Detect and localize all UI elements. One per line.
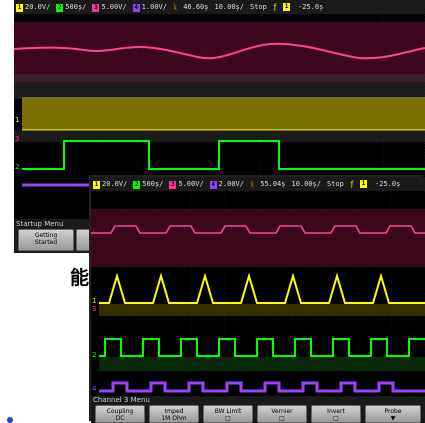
time-per-div: 10.00ș/ bbox=[214, 3, 244, 11]
time-position: 55.04ș bbox=[260, 180, 286, 188]
ch1-marker: 1 bbox=[92, 297, 96, 305]
trigger-source-badge: 1 bbox=[360, 180, 368, 188]
trigger-icon: ʯ bbox=[249, 180, 255, 188]
trigger-edge-icon: ƒ bbox=[349, 180, 355, 188]
run-state: Stop bbox=[327, 180, 344, 188]
ch4-marker: 4 bbox=[92, 385, 97, 393]
ch4-badge: 4 bbox=[132, 3, 140, 12]
ch1-scale-value: 20.0V/ bbox=[102, 179, 128, 188]
softkey-label-top: Invert bbox=[327, 408, 345, 415]
ch3-badge: 3 bbox=[92, 3, 100, 12]
softkey-label-top: Getting bbox=[34, 232, 58, 239]
waveform-display: 1 3 2 4 bbox=[91, 191, 425, 396]
ch1-badge: 1 bbox=[16, 3, 23, 12]
ch3-marker: 3 bbox=[15, 135, 19, 143]
coupling-softkey[interactable]: Coupling DC bbox=[95, 405, 145, 423]
ch4-trace bbox=[99, 381, 425, 393]
checkbox-icon: □ bbox=[333, 415, 339, 422]
menu-title: Startup Menu bbox=[16, 220, 64, 228]
ch1-scale: 1 20.0V/ bbox=[16, 3, 50, 12]
softkey-label-bottom: Started bbox=[34, 239, 58, 246]
softkey-label-top: Imped bbox=[164, 408, 184, 415]
ch3-scale: 3 5.00V/ bbox=[169, 179, 204, 189]
ch2-scale-value: 500ș/ bbox=[142, 179, 164, 188]
time-position: 46.60ș bbox=[183, 3, 209, 11]
ch1-scale: 1 20.0V/ bbox=[93, 180, 127, 189]
ch2-marker: 2 bbox=[15, 163, 19, 171]
checkbox-icon: □ bbox=[279, 415, 285, 422]
getting-started-softkey[interactable]: Getting Started bbox=[18, 229, 74, 251]
ch4-scale-value: 2.00V/ bbox=[218, 179, 244, 188]
ch1-band bbox=[22, 99, 425, 129]
ch2-trace bbox=[99, 338, 425, 357]
ch3-scale-value: 5.00V/ bbox=[101, 2, 127, 11]
ch3-scale: 3 5.00V/ bbox=[92, 2, 127, 12]
ch1-badge: 1 bbox=[93, 180, 100, 189]
ch1-marker: 1 bbox=[15, 116, 19, 124]
checkbox-icon: □ bbox=[225, 415, 231, 422]
ch4-scale: 4 2.00V/ bbox=[209, 179, 244, 189]
softkey-label-top: BW Limit bbox=[214, 408, 242, 415]
ch2-scale: 2 500ș/ bbox=[56, 3, 86, 12]
softkey-menu: Channel 3 Menu Coupling DC Imped 1M Ohm … bbox=[91, 396, 425, 423]
ch2-marker: 2 bbox=[92, 351, 96, 359]
ch2-noise bbox=[99, 357, 425, 371]
submenu-arrow-icon: ▼ bbox=[390, 415, 396, 422]
softkey-label-bottom: 1M Ohm bbox=[161, 415, 187, 422]
imped-softkey[interactable]: Imped 1M Ohm bbox=[149, 405, 199, 423]
softkey-label-top: Probe bbox=[384, 408, 402, 415]
ch1-noise bbox=[14, 74, 425, 99]
softkey-label-top: Vernier bbox=[271, 408, 293, 415]
trigger-level: -25.0ș bbox=[298, 3, 324, 11]
ch1-noise bbox=[99, 304, 425, 316]
time-per-div: 10.00ș/ bbox=[291, 180, 321, 188]
run-state: Stop bbox=[250, 3, 267, 11]
trigger-level: -25.0ș bbox=[375, 180, 401, 188]
ch1-scale-value: 20.0V/ bbox=[25, 2, 51, 11]
ch3-marker: 3 bbox=[92, 305, 96, 313]
probe-softkey[interactable]: Probe ▼ bbox=[365, 405, 421, 423]
softkey-label-top: Coupling bbox=[106, 408, 134, 415]
invert-softkey[interactable]: Invert □ bbox=[311, 405, 361, 423]
vernier-softkey[interactable]: Vernier □ bbox=[257, 405, 307, 423]
scope-screenshot-startup: 1 20.0V/ 2 500ș/ 3 5.00V/ 4 1.00V/ ʯ 46.60ș … bbox=[14, 0, 425, 253]
ch3-noise-band bbox=[91, 209, 425, 267]
softkey-label-bottom: DC bbox=[115, 415, 125, 422]
scope-screenshot-channel3: 1 20.0V/ 2 500ș/ 3 5.00V/ 4 2.00V/ ʯ 55.04ș … bbox=[91, 177, 425, 423]
status-bar: 1 20.0V/ 2 500ș/ 3 5.00V/ 4 1.00V/ ʯ 46.60ș … bbox=[14, 0, 425, 14]
list-bullet bbox=[7, 417, 13, 423]
ch2-badge: 2 bbox=[133, 180, 141, 189]
ch1-noise-lower bbox=[14, 130, 425, 142]
ch2-trace bbox=[22, 140, 425, 170]
menu-title: Channel 3 Menu bbox=[93, 396, 150, 404]
trigger-edge-icon: ƒ bbox=[272, 3, 278, 11]
ch3-trace bbox=[91, 225, 425, 234]
ch3-trace bbox=[14, 42, 425, 60]
ch4-scale: 4 1.00V/ bbox=[132, 2, 167, 12]
ch2-scale-value: 500ș/ bbox=[65, 2, 87, 11]
ch3-noise-band bbox=[14, 22, 425, 82]
trigger-icon: ʯ bbox=[172, 3, 178, 11]
ch4-badge: 4 bbox=[209, 180, 217, 189]
bw-limit-softkey[interactable]: BW Limit □ bbox=[203, 405, 253, 423]
ch3-scale-value: 5.00V/ bbox=[178, 179, 204, 188]
trigger-source-badge: 1 bbox=[283, 3, 291, 11]
ch2-badge: 2 bbox=[56, 3, 64, 12]
ch2-scale: 2 500ș/ bbox=[133, 180, 163, 189]
status-bar: 1 20.0V/ 2 500ș/ 3 5.00V/ 4 2.00V/ ʯ 55.04ș … bbox=[91, 177, 425, 191]
ch3-badge: 3 bbox=[169, 180, 177, 189]
ch1-trace bbox=[99, 272, 425, 304]
ch4-scale-value: 1.00V/ bbox=[141, 2, 167, 11]
